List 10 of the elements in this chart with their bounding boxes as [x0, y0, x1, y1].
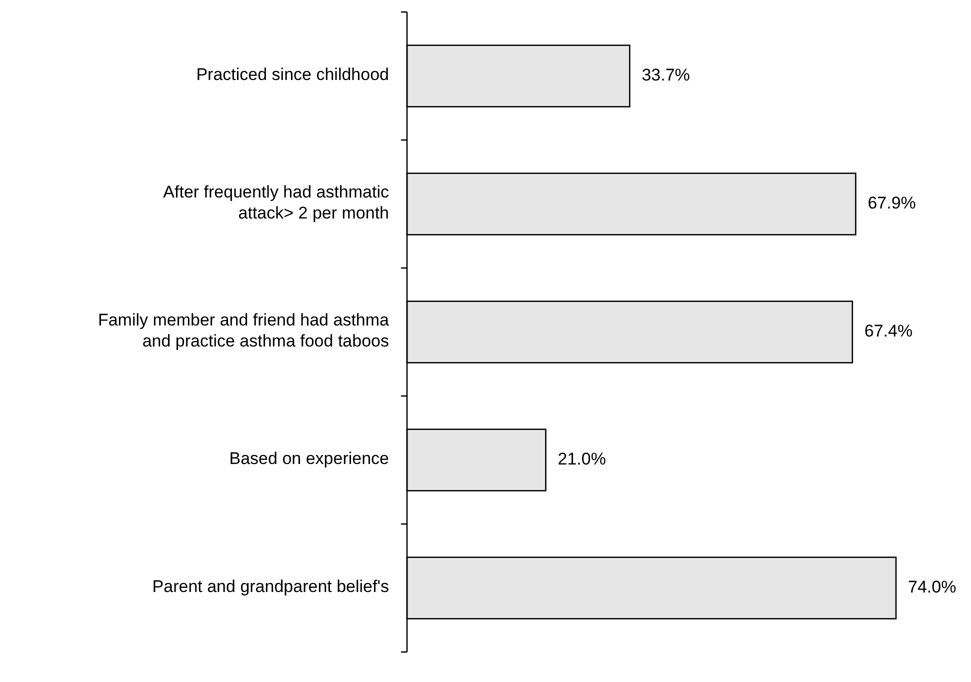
data-label: 33.7%	[642, 65, 690, 84]
data-label: 67.9%	[868, 193, 916, 212]
y-tick-label: After frequently had asthmatic attack> 2 per month	[163, 182, 390, 223]
y-tick-label: Parent and grandparent belief's	[152, 577, 389, 596]
y-tick-label: Practiced since childhood	[196, 65, 389, 84]
data-label: 21.0%	[558, 449, 606, 468]
y-tick-label: Family member and friend had asthma and practice asthma food taboos	[98, 310, 390, 351]
y-tick-label: Based on experience	[229, 449, 389, 468]
data-label: 74.0%	[908, 577, 956, 596]
data-label: 67.4%	[864, 321, 913, 340]
